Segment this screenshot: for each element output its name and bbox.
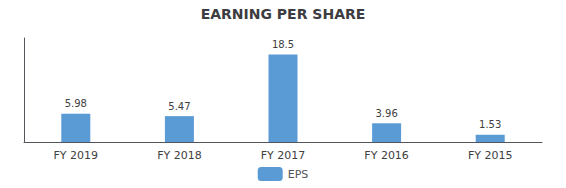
svg-text:1.53: 1.53 [479, 119, 501, 130]
svg-text:FY 2016: FY 2016 [364, 149, 409, 162]
svg-text:FY 2017: FY 2017 [261, 149, 306, 162]
svg-text:3.96: 3.96 [375, 108, 397, 119]
svg-text:FY 2019: FY 2019 [54, 149, 99, 162]
svg-text:18.5: 18.5 [272, 39, 294, 50]
svg-text:5.47: 5.47 [168, 101, 190, 112]
svg-text:FY 2018: FY 2018 [157, 149, 202, 162]
svg-text:EPS: EPS [288, 168, 309, 181]
svg-text:EARNING PER SHARE: EARNING PER SHARE [201, 6, 366, 22]
svg-text:FY 2015: FY 2015 [468, 149, 513, 162]
svg-text:5.98: 5.98 [65, 98, 87, 109]
